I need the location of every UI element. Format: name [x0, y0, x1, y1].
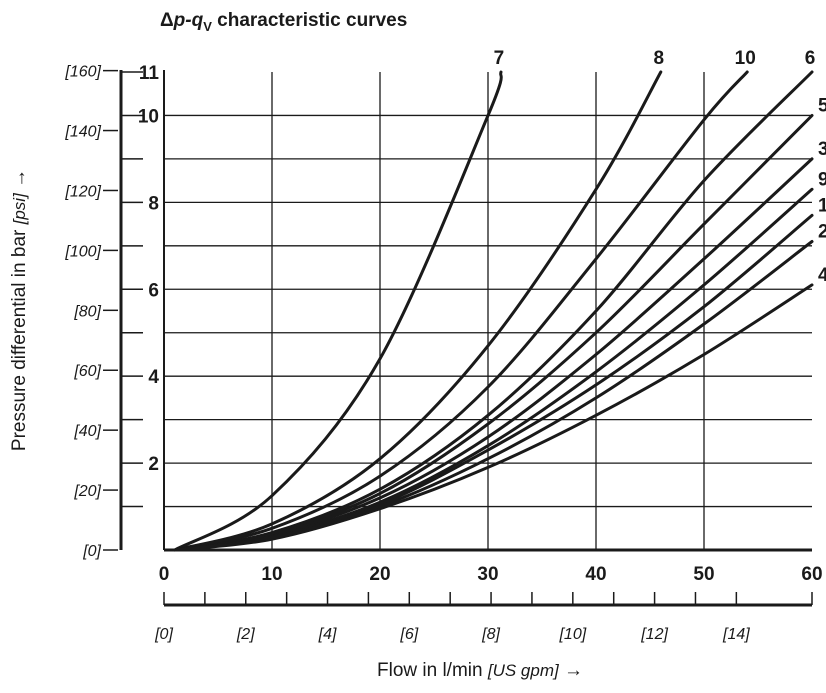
y-tick-psi: [60] [73, 363, 101, 380]
curve-8 [173, 70, 663, 552]
y-tick-psi: [40] [73, 423, 101, 440]
y-tick-psi: [120] [64, 183, 101, 200]
y-tick-psi: [100] [64, 243, 101, 260]
x-tick-lmin: 50 [693, 564, 714, 585]
y-tick-psi: [160] [64, 64, 101, 81]
curve-7 [173, 70, 503, 552]
x-axis-label-unit: [US gpm] [487, 661, 560, 680]
y-axes: 2 4 6 8 10 11 [0] [20] [40] [60] [80] [100] [120] [14… [64, 63, 159, 560]
curves [173, 70, 814, 552]
x-tick-gpm: [14] [722, 626, 750, 643]
y-tick-bar: 6 [148, 280, 159, 301]
curve-10 [173, 70, 749, 552]
x-tick-gpm: [10] [558, 626, 586, 643]
x-tick-gpm: [6] [399, 626, 418, 643]
curve-label-9: 9 [818, 169, 826, 190]
x-tick-gpm: [4] [318, 626, 337, 643]
curve-label-5: 5 [818, 95, 826, 116]
y-tick-psi: [0] [82, 543, 101, 560]
y-tick-bar: 11 [139, 63, 160, 84]
y-tick-bar: 8 [148, 193, 159, 214]
y-axis-label-arrow: → [9, 169, 30, 188]
x-tick-gpm: [12] [640, 626, 668, 643]
y-axis-label-text: Pressure differential in bar [9, 229, 30, 451]
x-axis-label-arrow: → [564, 660, 583, 681]
y-tick-psi: [20] [73, 483, 101, 500]
plot-frame [163, 70, 812, 552]
x-tick-lmin: 0 [159, 564, 170, 585]
title-rest: characteristic curves [212, 10, 407, 31]
x-tick-lmin: 30 [477, 564, 498, 585]
y-tick-psi: [140] [64, 124, 101, 141]
title-delta: Δ [160, 10, 174, 31]
x-axes: 0 10 20 30 40 50 60 [0] [2] [4] [6] [8] [10] [12] [14] [154, 564, 822, 643]
x-tick-gpm: [2] [236, 626, 255, 643]
curve-2 [173, 240, 814, 552]
y-tick-bar: 2 [148, 454, 159, 475]
y-axis-label-unit: [psi] [10, 192, 29, 225]
grid [164, 72, 812, 550]
chart-title: Δp-qV characteristic curves [160, 10, 407, 34]
x-axis-label-text: Flow in l/min [377, 660, 483, 681]
title-dash: - [185, 10, 191, 31]
curve-label-2: 2 [818, 221, 826, 242]
curve-4 [173, 283, 814, 552]
curve-label-1: 1 [818, 195, 826, 216]
x-tick-lmin: 20 [369, 564, 390, 585]
x-tick-lmin: 60 [801, 564, 822, 585]
curve-labels: 7 8 10 6 5 3 9 1 2 4 [494, 48, 826, 286]
x-tick-gpm: [8] [481, 626, 500, 643]
title-subscript: V [203, 19, 212, 34]
title-p: p [173, 10, 186, 31]
title-q: q [192, 10, 204, 31]
curve-label-4: 4 [818, 265, 826, 286]
curve-label-7: 7 [494, 48, 505, 69]
y-tick-bar: 10 [138, 106, 159, 127]
curve-label-10: 10 [735, 48, 756, 69]
x-tick-lmin: 40 [585, 564, 606, 585]
curve-3 [173, 157, 814, 552]
curve-label-3: 3 [818, 139, 826, 160]
x-axis-label: Flow in l/min [US gpm] → [377, 660, 583, 681]
y-tick-psi: [80] [73, 303, 101, 320]
y-axis-label: Pressure differential in bar [psi] → [9, 169, 30, 451]
y-tick-bar: 4 [148, 367, 159, 388]
curve-6 [173, 70, 814, 552]
x-tick-gpm: [0] [154, 626, 173, 643]
x-tick-lmin: 10 [261, 564, 282, 585]
curve-label-6: 6 [805, 48, 816, 69]
curve-label-8: 8 [654, 48, 665, 69]
